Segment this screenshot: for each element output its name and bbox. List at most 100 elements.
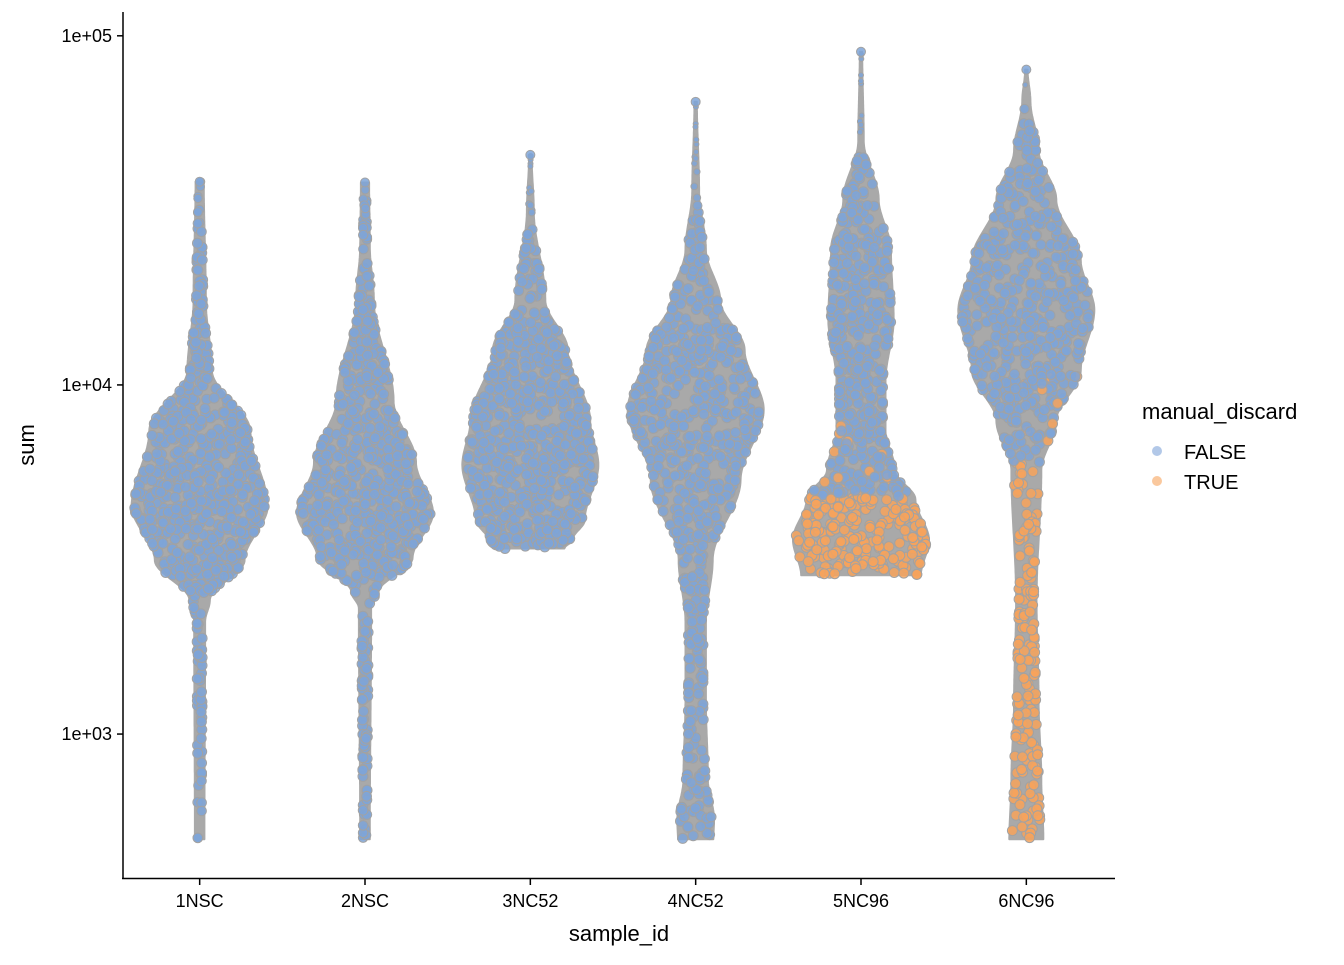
point-6NC96-keep: [1003, 403, 1015, 415]
point-5NC96-keep: [838, 357, 850, 369]
point-3NC52-keep: [478, 436, 490, 448]
point-5NC96-keep: [869, 471, 881, 483]
points-layer: [129, 46, 1095, 844]
point-6NC96-keep: [989, 388, 1000, 399]
point-2NSC-keep: [333, 534, 345, 546]
point-5NC96-keep: [841, 257, 853, 269]
point-1NSC-keep: [245, 508, 257, 520]
point-5NC96-keep: [841, 340, 853, 352]
point-4NC52-keep: [735, 373, 746, 385]
point-5NC96-discard: [832, 472, 844, 484]
point-6NC96-keep: [979, 279, 991, 291]
point-1NSC-keep: [193, 544, 205, 556]
point-6NC96-discard: [1010, 731, 1022, 743]
point-5NC96-keep: [849, 484, 861, 496]
point-6NC96-keep: [1041, 296, 1053, 308]
point-4NC52-keep: [671, 526, 683, 538]
point-4NC52-keep: [677, 323, 689, 335]
point-6NC96-keep: [1056, 388, 1068, 400]
point-5NC96-keep: [834, 455, 846, 466]
legend-key-true: [1152, 476, 1162, 486]
point-1NSC-max: [194, 176, 205, 187]
point-6NC96-keep: [1014, 429, 1026, 441]
point-5NC96-discard: [860, 492, 872, 504]
point-4NC52-keep: [685, 705, 697, 717]
point-6NC96-keep: [1024, 315, 1036, 327]
point-3NC52-keep: [520, 242, 532, 254]
point-3NC52-keep: [580, 419, 592, 431]
point-1NSC-keep: [146, 429, 158, 441]
point-2NSC-keep: [387, 559, 399, 571]
point-1NSC-keep: [146, 524, 158, 535]
point-6NC96-keep: [997, 337, 1009, 349]
point-4NC52-keep: [655, 419, 666, 431]
point-4NC52-keep: [659, 355, 671, 367]
point-3NC52-keep: [587, 471, 599, 483]
point-6NC96-keep: [1003, 434, 1015, 446]
point-4NC52-keep: [682, 338, 694, 350]
point-3NC52-keep: [546, 396, 558, 408]
point-4NC52-keep: [730, 460, 742, 472]
point-2NSC-keep: [402, 478, 414, 490]
y-tick-label: 1e+05: [61, 26, 112, 46]
point-2NSC-keep: [315, 440, 327, 452]
point-5NC96-keep: [858, 112, 865, 119]
point-4NC52-keep: [676, 355, 688, 366]
point-2NSC-keep: [374, 421, 386, 433]
point-2NSC-keep: [358, 243, 369, 255]
point-5NC96-keep: [878, 481, 890, 493]
point-5NC96-keep: [836, 425, 848, 437]
point-4NC52-keep: [692, 452, 704, 464]
point-2NSC-keep: [351, 315, 363, 327]
point-6NC96-keep: [1045, 368, 1057, 380]
point-5NC96-discard: [793, 535, 805, 547]
point-4NC52-keep: [693, 168, 701, 176]
point-2NSC-keep: [371, 549, 383, 561]
point-1NSC-keep: [219, 406, 230, 418]
point-2NSC-keep: [310, 469, 322, 481]
point-3NC52-keep: [488, 368, 500, 380]
point-3NC52-keep: [571, 427, 582, 439]
point-3NC52-keep: [533, 333, 544, 345]
point-3NC52-keep: [525, 317, 537, 329]
point-5NC96-keep: [830, 326, 842, 338]
point-2NSC-keep: [356, 640, 368, 652]
point-1NSC-keep: [201, 508, 213, 519]
point-3NC52-keep: [522, 396, 534, 408]
point-5NC96-discard: [848, 533, 860, 545]
point-4NC52-keep: [732, 397, 744, 409]
point-5NC96-keep: [853, 427, 865, 439]
point-1NSC-keep: [203, 583, 214, 595]
point-4NC52-keep: [683, 728, 694, 740]
point-1NSC-keep: [258, 501, 270, 513]
point-1NSC-keep: [226, 551, 238, 563]
point-4NC52-keep: [710, 404, 722, 415]
point-3NC52-keep: [534, 502, 546, 514]
point-2NSC-keep: [338, 495, 350, 507]
point-6NC96-keep: [1069, 275, 1081, 287]
point-4NC52-keep: [716, 341, 728, 353]
point-2NSC-keep: [411, 486, 423, 497]
point-5NC96-discard: [894, 537, 906, 549]
point-3NC52-keep: [577, 453, 589, 465]
point-5NC96-discard: [818, 568, 830, 580]
point-4NC52-keep: [695, 821, 707, 832]
point-1NSC-keep: [213, 461, 225, 473]
point-1NSC-keep: [216, 506, 228, 518]
x-tick-label: 2NSC: [341, 891, 389, 911]
point-6NC96-keep: [1050, 251, 1062, 263]
point-5NC96-keep: [850, 274, 862, 285]
point-6NC96-keep: [997, 212, 1009, 224]
point-5NC96-keep: [879, 437, 891, 449]
point-1NSC-keep: [221, 521, 233, 533]
point-6NC96-keep: [988, 347, 1000, 359]
point-6NC96-keep: [1051, 211, 1062, 223]
point-3NC52-keep: [550, 371, 562, 383]
point-5NC96-keep: [877, 222, 889, 234]
point-4NC52-keep: [701, 516, 713, 528]
point-6NC96-discard: [1026, 567, 1038, 578]
point-6NC96-keep: [1069, 370, 1081, 382]
point-5NC96-keep: [859, 223, 871, 235]
point-6NC96-keep: [1052, 240, 1064, 252]
